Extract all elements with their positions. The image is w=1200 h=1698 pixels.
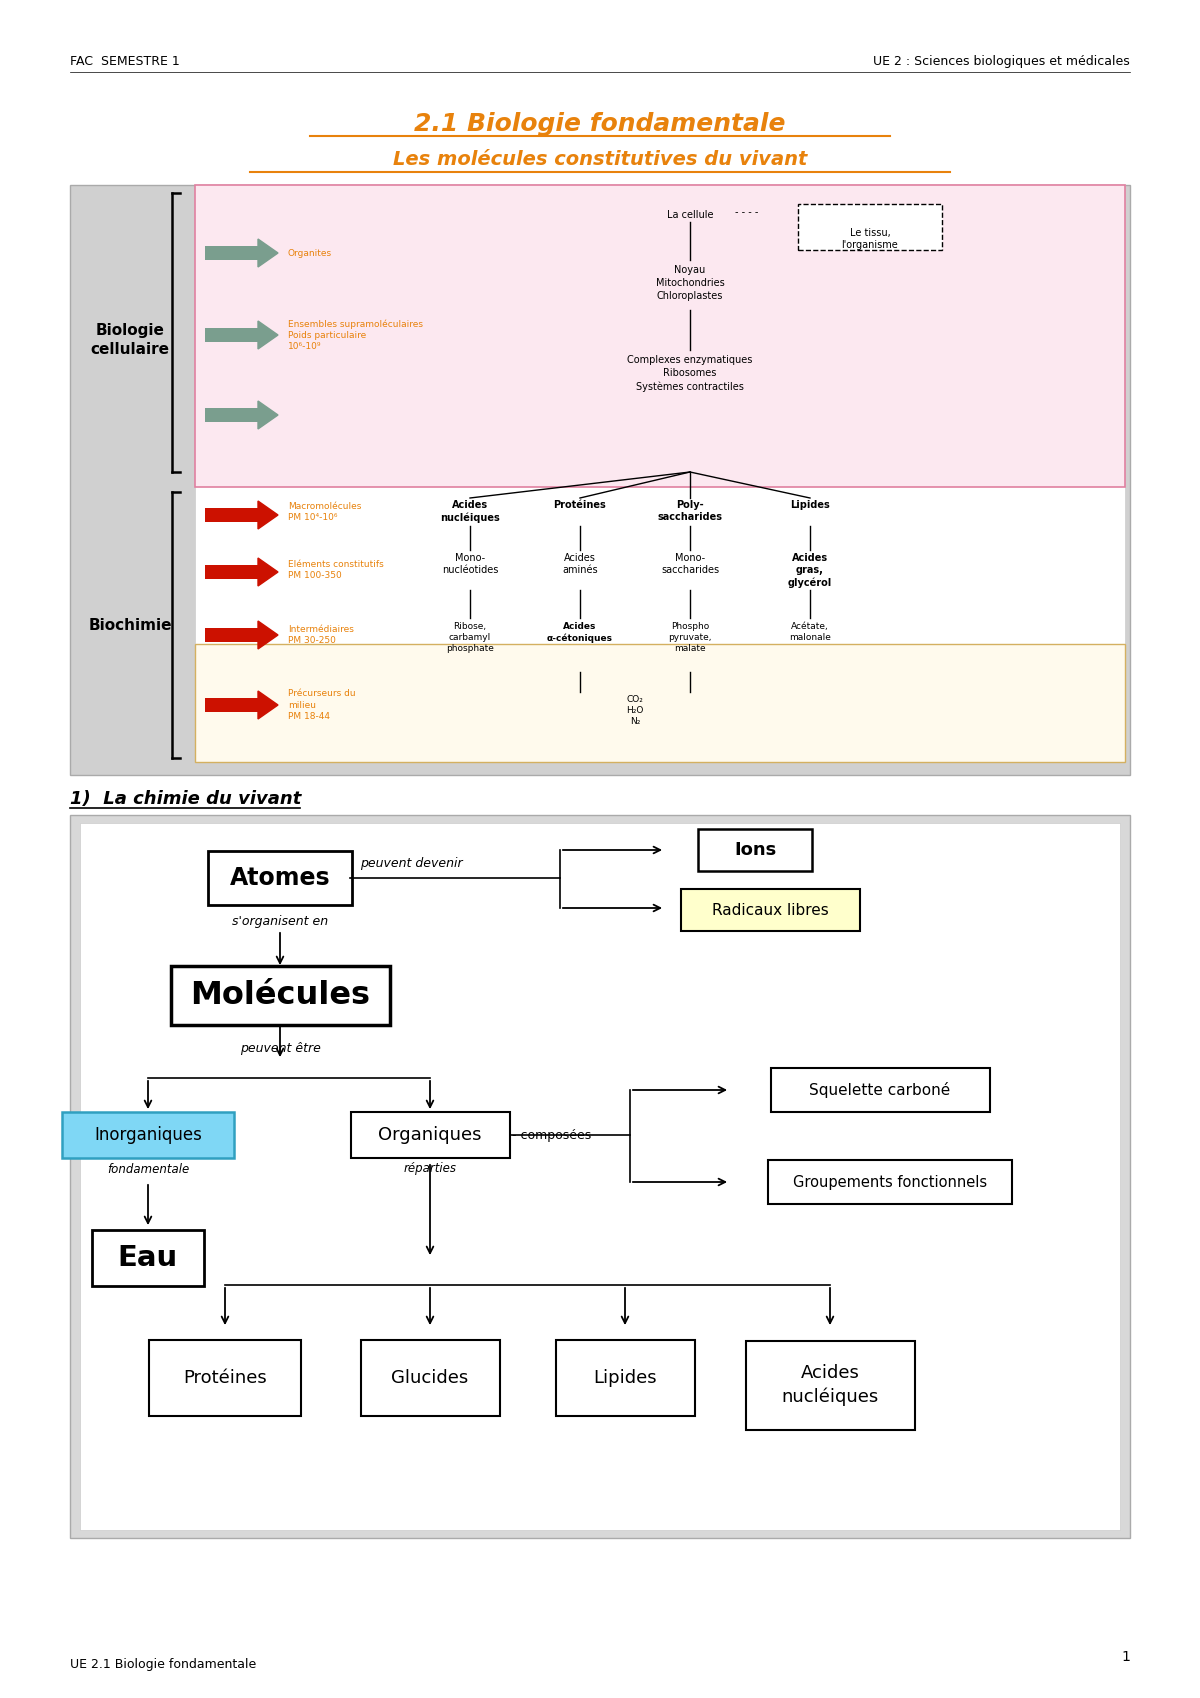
Text: peuvent devenir: peuvent devenir xyxy=(360,857,463,869)
Text: Eau: Eau xyxy=(118,1245,178,1272)
Text: 1: 1 xyxy=(1121,1650,1130,1664)
Text: Précurseurs du
milieu
PM 18-44: Précurseurs du milieu PM 18-44 xyxy=(288,689,355,720)
Polygon shape xyxy=(258,621,278,649)
Text: Noyau
Mitochondries
Chloroplastes: Noyau Mitochondries Chloroplastes xyxy=(655,265,725,302)
Text: Mono-
saccharides: Mono- saccharides xyxy=(661,554,719,576)
FancyBboxPatch shape xyxy=(680,890,859,931)
Text: - composées: - composées xyxy=(512,1129,592,1141)
Text: CO₂
H₂O
N₂: CO₂ H₂O N₂ xyxy=(626,694,643,727)
Text: Organiques: Organiques xyxy=(378,1126,481,1144)
FancyBboxPatch shape xyxy=(205,246,258,260)
FancyBboxPatch shape xyxy=(205,408,258,423)
FancyBboxPatch shape xyxy=(80,824,1120,1530)
Text: Complexes enzymatiques
Ribosomes
Systèmes contractiles: Complexes enzymatiques Ribosomes Système… xyxy=(628,355,752,392)
FancyBboxPatch shape xyxy=(70,185,1130,774)
Polygon shape xyxy=(258,501,278,530)
Text: Ions: Ions xyxy=(734,841,776,859)
Text: Radicaux libres: Radicaux libres xyxy=(712,903,828,917)
Text: réparties: réparties xyxy=(403,1161,456,1175)
Text: Le tissu,
l'organisme: Le tissu, l'organisme xyxy=(841,228,899,250)
FancyBboxPatch shape xyxy=(556,1340,695,1416)
Text: Acides
nucléiques: Acides nucléiques xyxy=(781,1363,878,1406)
FancyBboxPatch shape xyxy=(170,966,390,1024)
Polygon shape xyxy=(258,691,278,718)
Text: Molécules: Molécules xyxy=(190,980,370,1010)
FancyBboxPatch shape xyxy=(360,1340,499,1416)
FancyBboxPatch shape xyxy=(205,508,258,521)
Text: Acétate,
malonale: Acétate, malonale xyxy=(790,621,830,642)
FancyBboxPatch shape xyxy=(745,1340,914,1430)
Text: 2.1 Biologie fondamentale: 2.1 Biologie fondamentale xyxy=(414,112,786,136)
Text: Ensembles supramoléculaires
Poids particulaire
10⁶-10⁹: Ensembles supramoléculaires Poids partic… xyxy=(288,319,424,351)
FancyBboxPatch shape xyxy=(798,204,942,250)
Text: Biochimie: Biochimie xyxy=(89,618,172,632)
Text: Mono-
nucléotides: Mono- nucléotides xyxy=(442,554,498,576)
FancyBboxPatch shape xyxy=(194,185,1126,762)
Text: Acides
nucléiques: Acides nucléiques xyxy=(440,499,500,523)
Text: Acides
α-cétoniques: Acides α-cétoniques xyxy=(547,621,613,644)
Text: Acides
gras,
glycérol: Acides gras, glycérol xyxy=(788,554,832,589)
Text: Organites: Organites xyxy=(288,248,332,258)
FancyBboxPatch shape xyxy=(149,1340,301,1416)
Text: s'organisent en: s'organisent en xyxy=(232,915,328,929)
Text: Biologie
cellulaire: Biologie cellulaire xyxy=(90,323,169,357)
FancyBboxPatch shape xyxy=(62,1112,234,1158)
Text: Acides
aminés: Acides aminés xyxy=(562,554,598,576)
Text: Intermédiaires
PM 30-250: Intermédiaires PM 30-250 xyxy=(288,625,354,645)
Text: La cellule: La cellule xyxy=(667,211,713,221)
Text: Inorganiques: Inorganiques xyxy=(94,1126,202,1144)
Text: Atomes: Atomes xyxy=(229,866,330,890)
Text: Groupements fonctionnels: Groupements fonctionnels xyxy=(793,1175,988,1190)
FancyBboxPatch shape xyxy=(205,328,258,341)
FancyBboxPatch shape xyxy=(698,829,812,871)
Polygon shape xyxy=(258,559,278,586)
Text: Les molécules constitutives du vivant: Les molécules constitutives du vivant xyxy=(392,149,808,170)
Text: Lipides: Lipides xyxy=(790,499,830,509)
FancyBboxPatch shape xyxy=(194,644,1126,762)
Polygon shape xyxy=(258,321,278,350)
FancyBboxPatch shape xyxy=(350,1112,510,1158)
Text: Lipides: Lipides xyxy=(593,1369,656,1387)
Text: Poly-
saccharides: Poly- saccharides xyxy=(658,499,722,523)
FancyBboxPatch shape xyxy=(92,1229,204,1285)
Polygon shape xyxy=(258,401,278,430)
Text: FAC  SEMESTRE 1: FAC SEMESTRE 1 xyxy=(70,54,180,68)
Text: Ribose,
carbamyl
phosphate: Ribose, carbamyl phosphate xyxy=(446,621,494,654)
Text: Phospho
pyruvate,
malate: Phospho pyruvate, malate xyxy=(668,621,712,654)
Text: Squelette carboné: Squelette carboné xyxy=(809,1082,950,1099)
FancyBboxPatch shape xyxy=(194,185,1126,487)
Text: UE 2.1 Biologie fondamentale: UE 2.1 Biologie fondamentale xyxy=(70,1657,257,1671)
Text: Protéines: Protéines xyxy=(184,1369,266,1387)
FancyBboxPatch shape xyxy=(770,1068,990,1112)
FancyBboxPatch shape xyxy=(208,851,352,905)
FancyBboxPatch shape xyxy=(205,565,258,579)
FancyBboxPatch shape xyxy=(205,628,258,642)
Text: fondamentale: fondamentale xyxy=(107,1163,190,1177)
Text: - - - -: - - - - xyxy=(734,207,758,217)
Text: UE 2 : Sciences biologiques et médicales: UE 2 : Sciences biologiques et médicales xyxy=(874,54,1130,68)
Text: Protéines: Protéines xyxy=(553,499,606,509)
Text: 1)  La chimie du vivant: 1) La chimie du vivant xyxy=(70,790,301,808)
FancyBboxPatch shape xyxy=(768,1160,1012,1204)
FancyBboxPatch shape xyxy=(205,698,258,711)
FancyBboxPatch shape xyxy=(70,815,1130,1538)
Text: Glucides: Glucides xyxy=(391,1369,469,1387)
Text: Eléments constitutifs
PM 100-350: Eléments constitutifs PM 100-350 xyxy=(288,560,384,581)
Text: peuvent être: peuvent être xyxy=(240,1043,320,1054)
Text: Macromolécules
PM 10⁴-10⁶: Macromolécules PM 10⁴-10⁶ xyxy=(288,503,361,521)
Polygon shape xyxy=(258,239,278,267)
